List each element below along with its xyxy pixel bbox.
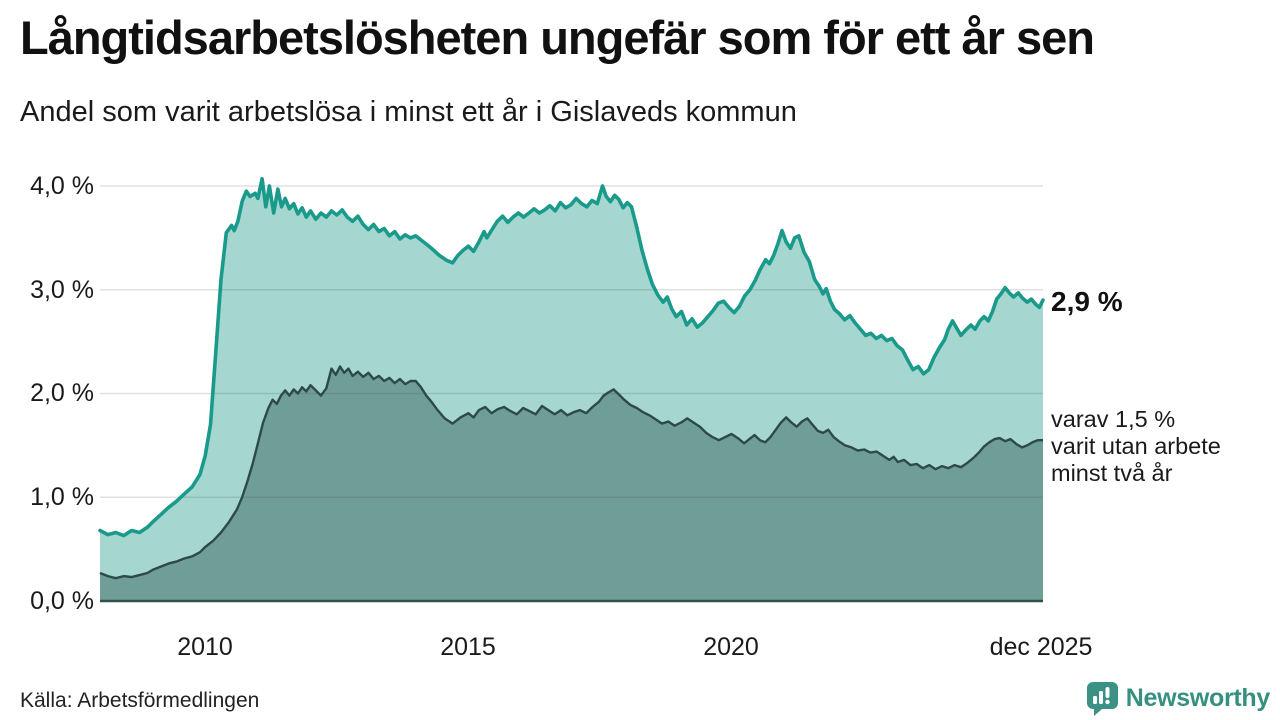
brand-wordmark: Newsworthy	[1125, 684, 1271, 712]
x-axis-tick-dec2025: dec 2025	[989, 633, 1093, 661]
annotation-line-2: varit utan arbete	[1051, 433, 1221, 459]
newsworthy-logo: Newsworthy	[1086, 681, 1270, 716]
y-axis-tick-0: 0,0 %	[30, 587, 94, 615]
x-axis-tick-2015: 2015	[440, 633, 496, 661]
series-end-value-label: 2,9 %	[1051, 286, 1123, 317]
x-axis-tick-2020: 2020	[703, 633, 759, 661]
annotation-line-3: minst två år	[1051, 460, 1173, 486]
series-annotation: varav 1,5 % varit utan arbete minst två …	[1051, 406, 1221, 487]
source-credit: Källa: Arbetsförmedlingen	[20, 689, 260, 712]
y-axis-tick-2: 2,0 %	[30, 379, 94, 407]
page-title: Långtidsarbetslösheten ungefär som för e…	[20, 11, 1095, 64]
y-axis-tick-3: 3,0 %	[30, 276, 94, 304]
x-axis-tick-2010: 2010	[177, 633, 233, 661]
y-axis-tick-4: 4,0 %	[30, 172, 94, 200]
y-axis-tick-1: 1,0 %	[30, 483, 94, 511]
bar-chart-speech-bubble-icon	[1086, 682, 1118, 716]
page-subtitle: Andel som varit arbetslösa i minst ett å…	[20, 96, 797, 128]
annotation-line-1: varav 1,5 %	[1051, 406, 1176, 432]
